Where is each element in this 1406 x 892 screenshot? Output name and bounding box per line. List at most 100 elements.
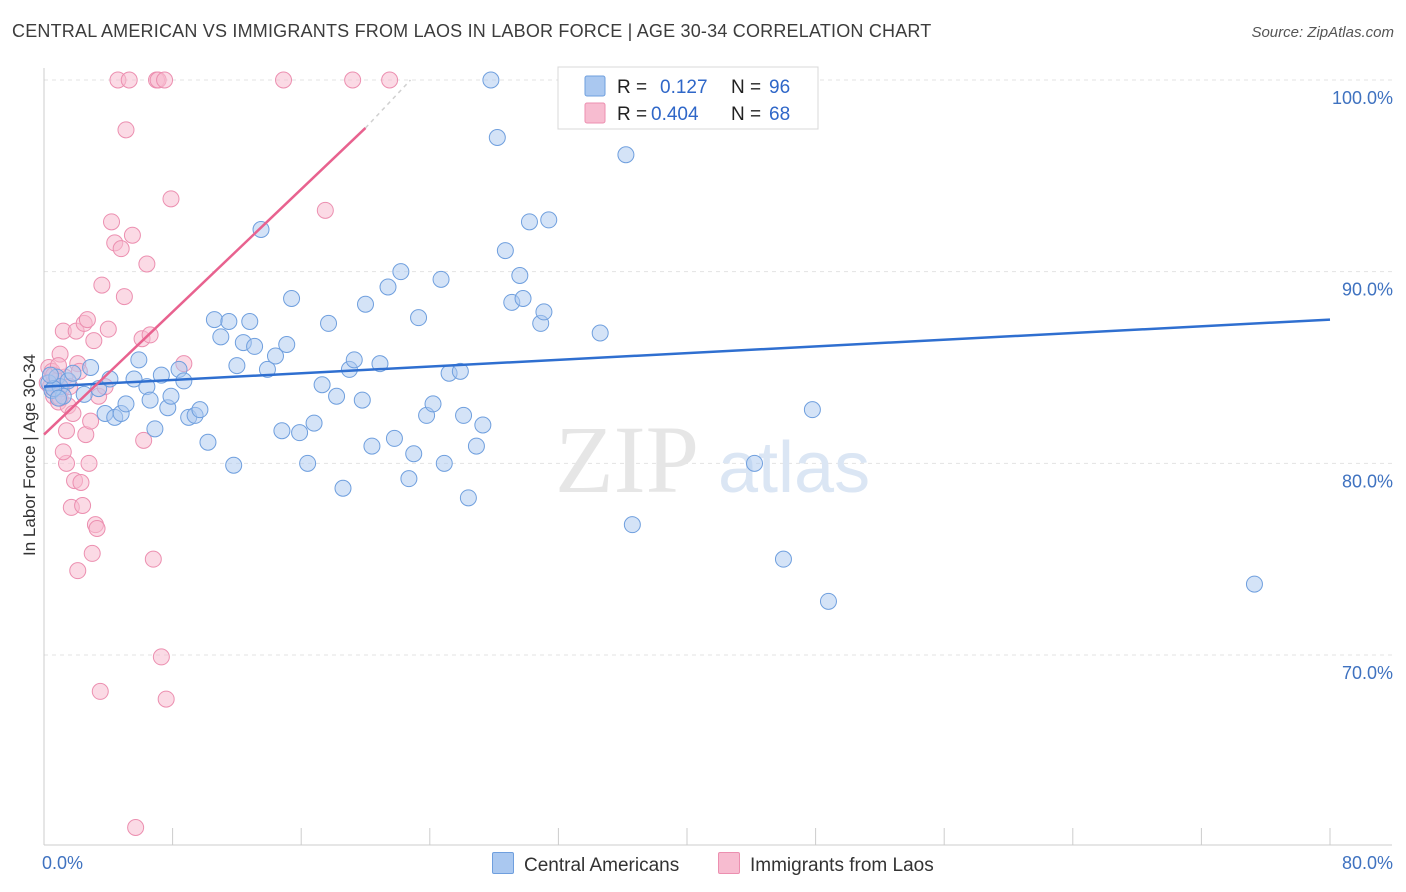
y-tick-label: 100.0%	[1332, 88, 1393, 108]
data-point-laos	[162, 190, 180, 208]
axes	[43, 68, 1392, 846]
y-axis-label: In Labor Force | Age 30-34	[20, 354, 39, 556]
data-point-laos	[58, 422, 76, 440]
data-point-central-american	[228, 357, 246, 375]
legend-n-label: N =	[731, 77, 761, 98]
trend-line-central-americans	[43, 318, 1331, 388]
data-point-laos	[156, 71, 174, 89]
data-point-central-american	[467, 437, 485, 455]
data-point-laos	[91, 682, 109, 700]
data-point-laos	[85, 332, 103, 350]
bottom-legend-label: Central Americans	[524, 855, 680, 876]
bottom-legend-laos: Immigrants from Laos	[718, 852, 934, 877]
legend-swatch-blue	[584, 75, 606, 97]
data-point-central-american	[591, 324, 609, 342]
data-point-central-american	[299, 454, 317, 472]
data-point-central-american	[252, 221, 270, 238]
data-point-central-american	[225, 456, 243, 474]
series-central-american-points	[40, 71, 1263, 610]
data-point-central-american	[363, 437, 381, 455]
data-point-central-american	[482, 71, 500, 89]
data-point-central-american	[82, 359, 100, 376]
data-point-laos	[72, 474, 90, 491]
data-point-central-american	[320, 314, 338, 332]
data-point-laos	[144, 550, 162, 568]
data-point-central-american	[345, 351, 363, 369]
data-point-central-american	[175, 372, 193, 390]
data-point-laos	[275, 71, 293, 89]
data-point-central-american	[246, 337, 264, 355]
data-point-central-american	[455, 406, 473, 424]
trend-lines	[43, 79, 1331, 436]
data-point-laos	[99, 320, 117, 338]
data-point-central-american	[540, 211, 558, 229]
data-point-laos	[83, 544, 101, 562]
data-point-central-american	[496, 242, 514, 260]
data-point-central-american	[130, 351, 148, 369]
data-point-central-american	[511, 267, 529, 284]
data-point-laos	[69, 562, 87, 580]
data-point-central-american	[64, 364, 82, 382]
data-point-laos	[344, 71, 362, 89]
data-point-central-american	[488, 129, 506, 146]
data-point-central-american	[385, 429, 403, 447]
data-point-central-american	[617, 146, 635, 164]
legend-swatch-pink	[584, 102, 606, 124]
data-point-central-american	[432, 270, 450, 288]
y-tick-label: 70.0%	[1342, 663, 1393, 683]
x-tick-label: 0.0%	[42, 853, 83, 873]
chart-title: CENTRAL AMERICAN VS IMMIGRANTS FROM LAOS…	[12, 21, 932, 41]
data-point-central-american	[283, 290, 301, 307]
data-point-central-american	[328, 387, 346, 405]
source-label: Source: ZipAtlas.com	[1251, 24, 1394, 41]
data-point-central-american	[819, 592, 837, 610]
data-point-central-american	[353, 391, 371, 409]
data-point-central-american	[117, 395, 135, 413]
bottom-legend-label: Immigrants from Laos	[750, 855, 934, 876]
data-point-central-american	[305, 414, 323, 432]
data-point-laos	[103, 213, 121, 231]
data-point-central-american	[258, 360, 276, 378]
swatch-pink	[718, 852, 740, 874]
data-point-central-american	[212, 328, 230, 346]
data-point-central-american	[435, 454, 453, 472]
data-point-laos	[112, 240, 130, 258]
legend: R = 0.127 N = 96 R = 0.404 N = 68	[557, 66, 819, 130]
data-point-central-american	[451, 362, 469, 380]
legend-r-value: 0.404	[651, 104, 699, 125]
legend-r-label: R =	[617, 104, 647, 125]
data-point-central-american	[334, 479, 352, 497]
watermark-zip: ZIP	[555, 406, 699, 513]
data-point-central-american	[392, 263, 410, 281]
data-point-central-american	[410, 309, 428, 327]
trend-line-laos	[43, 127, 367, 436]
data-point-central-american	[424, 395, 442, 413]
data-point-laos	[381, 71, 399, 89]
data-point-central-american	[141, 391, 159, 409]
data-point-central-american	[41, 366, 59, 384]
data-point-central-american	[241, 313, 259, 330]
legend-r-label: R =	[617, 77, 647, 98]
data-point-central-american	[774, 550, 792, 568]
data-point-central-american	[623, 516, 641, 534]
data-point-central-american	[162, 387, 180, 405]
data-point-central-american	[49, 389, 67, 407]
watermark-atlas: atlas	[718, 428, 870, 508]
data-point-laos	[316, 201, 334, 219]
data-point-laos	[82, 412, 100, 430]
data-point-central-american	[474, 416, 492, 434]
data-point-central-american	[535, 303, 553, 321]
data-point-central-american	[273, 422, 291, 440]
series-laos-points	[38, 71, 399, 836]
data-point-laos	[123, 226, 141, 244]
legend-r-value: 0.127	[660, 77, 708, 98]
data-point-laos	[117, 121, 135, 139]
data-point-laos	[74, 497, 92, 514]
x-tick-label: 80.0%	[1342, 853, 1393, 873]
legend-n-value: 96	[769, 77, 790, 98]
data-point-laos	[138, 255, 156, 273]
y-tick-label: 80.0%	[1342, 471, 1393, 491]
data-point-laos	[135, 431, 153, 449]
data-point-central-american	[357, 295, 374, 313]
